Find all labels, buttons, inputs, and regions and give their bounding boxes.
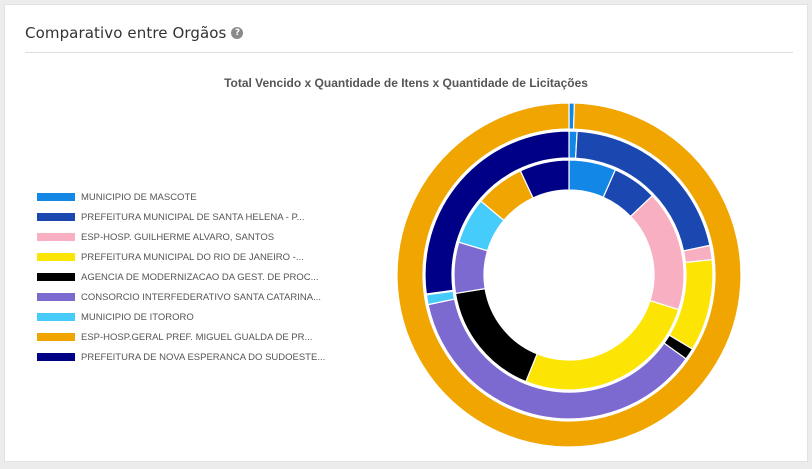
legend-swatch: [37, 353, 75, 361]
legend-label: ESP-HOSP. GUILHERME ALVARO, SANTOS: [81, 231, 275, 243]
legend-label: PREFEITURA MUNICIPAL DO RIO DE JANEIRO -…: [81, 251, 304, 263]
legend-item[interactable]: PREFEITURA DE NOVA ESPERANCA DO SUDOESTE…: [37, 347, 325, 367]
header-divider: [25, 52, 793, 53]
legend-item[interactable]: ESP-HOSP. GUILHERME ALVARO, SANTOS: [37, 227, 325, 247]
legend-swatch: [37, 233, 75, 241]
legend-item[interactable]: PREFEITURA MUNICIPAL DO RIO DE JANEIRO -…: [37, 247, 325, 267]
legend-swatch: [37, 253, 75, 261]
donut-slice[interactable]: [424, 130, 570, 295]
legend-item[interactable]: MUNICIPIO DE ITORORO: [37, 307, 325, 327]
question-circle-icon[interactable]: ?: [231, 27, 244, 39]
chart-title: Total Vencido x Quantidade de Itens x Qu…: [224, 76, 588, 90]
legend-swatch: [37, 193, 75, 201]
legend-label: MUNICIPIO DE MASCOTE: [81, 191, 197, 203]
donut-slice[interactable]: [396, 102, 742, 448]
legend-item[interactable]: CONSORCIO INTERFEDERATIVO SANTA CATARINA…: [37, 287, 325, 307]
legend-label: AGENCIA DE MODERNIZACAO DA GEST. DE PROC…: [81, 271, 319, 283]
legend-label: ESP-HOSP.GERAL PREF. MIGUEL GUALDA DE PR…: [81, 331, 313, 343]
legend-label: MUNICIPIO DE ITORORO: [81, 311, 194, 323]
legend-swatch: [37, 333, 75, 341]
chart-legend: MUNICIPIO DE MASCOTE PREFEITURA MUNICIPAL…: [37, 187, 325, 367]
card-header: Comparativo entre Orgãos ?: [25, 21, 244, 45]
legend-item[interactable]: MUNICIPIO DE MASCOTE: [37, 187, 325, 207]
legend-label: CONSORCIO INTERFEDERATIVO SANTA CATARINA…: [81, 291, 321, 303]
donut-slice[interactable]: [453, 241, 489, 295]
legend-swatch: [37, 273, 75, 281]
card-title: Comparativo entre Orgãos: [25, 24, 227, 42]
legend-item[interactable]: AGENCIA DE MODERNIZACAO DA GEST. DE PROC…: [37, 267, 325, 287]
legend-swatch: [37, 293, 75, 301]
legend-label: PREFEITURA DE NOVA ESPERANCA DO SUDOESTE…: [81, 351, 326, 363]
legend-item[interactable]: PREFEITURA MUNICIPAL DE SANTA HELENA - P…: [37, 207, 325, 227]
donut-slice[interactable]: [519, 159, 570, 199]
legend-swatch: [37, 313, 75, 321]
legend-swatch: [37, 213, 75, 221]
legend-label: PREFEITURA MUNICIPAL DE SANTA HELENA - P…: [81, 211, 305, 223]
legend-item[interactable]: ESP-HOSP.GERAL PREF. MIGUEL GUALDA DE PR…: [37, 327, 325, 347]
